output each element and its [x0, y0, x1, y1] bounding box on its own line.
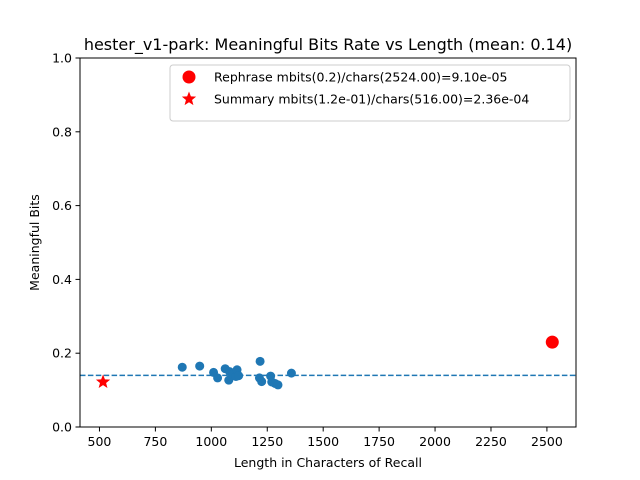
x-tick-label: 1750 — [363, 434, 395, 449]
x-tick-label: 2500 — [531, 434, 563, 449]
legend-box — [169, 64, 571, 122]
y-ticks: 0.0 0.2 0.4 0.6 0.8 1.0 — [52, 51, 80, 435]
rephrase-point — [545, 335, 559, 349]
data-point — [213, 373, 223, 383]
plot-frame — [79, 57, 577, 428]
x-axis-label: Length in Characters of Recall — [234, 455, 422, 470]
points-layer — [95, 335, 559, 390]
data-point — [273, 380, 283, 390]
legend-marker — [182, 70, 196, 84]
x-tick-label: 2250 — [475, 434, 507, 449]
x-tick-label: 500 — [88, 434, 112, 449]
y-tick-label: 0.4 — [52, 272, 72, 287]
data-point — [234, 371, 244, 381]
y-tick-label: 0.6 — [52, 198, 72, 213]
x-tick-label: 2000 — [419, 434, 451, 449]
data-point — [177, 362, 187, 372]
x-tick-label: 1500 — [307, 434, 339, 449]
summary-point — [95, 374, 111, 389]
x-tick-label: 750 — [143, 434, 167, 449]
x-tick-label: 1000 — [195, 434, 227, 449]
x-ticks: 500 750 1000 1250 1500 1750 2000 2250 2500 — [88, 427, 563, 449]
legend-items: Rephrase mbits(0.2)/chars(2524.00)=9.10e… — [181, 70, 529, 107]
y-tick-label: 0.8 — [52, 124, 72, 139]
x-tick-label: 1250 — [251, 434, 283, 449]
data-point — [257, 377, 267, 387]
y-tick-label: 1.0 — [52, 51, 72, 66]
data-point — [286, 368, 296, 378]
y-tick-label: 0.2 — [52, 346, 72, 361]
legend-label: Rephrase mbits(0.2)/chars(2524.00)=9.10e… — [214, 70, 507, 85]
chart-title: hester_v1-park: Meaningful Bits Rate vs … — [84, 35, 572, 55]
y-axis-label: Meaningful Bits — [27, 194, 42, 291]
y-tick-label: 0.0 — [52, 420, 72, 435]
data-point — [195, 361, 205, 371]
legend: Rephrase mbits(0.2)/chars(2524.00)=9.10e… — [169, 64, 571, 122]
legend-marker — [181, 91, 197, 106]
data-point — [255, 356, 265, 366]
legend-label: Summary mbits(1.2e-01)/chars(516.00)=2.3… — [214, 92, 529, 107]
